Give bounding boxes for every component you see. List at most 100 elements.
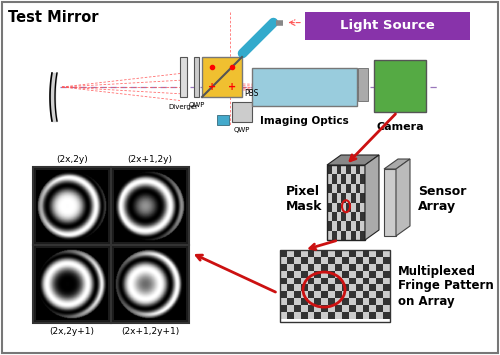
FancyBboxPatch shape: [335, 250, 342, 257]
FancyBboxPatch shape: [376, 284, 383, 291]
FancyBboxPatch shape: [332, 202, 336, 212]
FancyBboxPatch shape: [335, 312, 342, 319]
FancyBboxPatch shape: [383, 312, 390, 319]
FancyBboxPatch shape: [327, 165, 332, 174]
Text: QWP: QWP: [234, 127, 250, 133]
FancyBboxPatch shape: [336, 165, 341, 174]
FancyBboxPatch shape: [300, 298, 308, 305]
FancyBboxPatch shape: [308, 312, 314, 319]
FancyBboxPatch shape: [280, 298, 287, 305]
FancyBboxPatch shape: [321, 284, 328, 291]
FancyBboxPatch shape: [314, 305, 321, 312]
FancyBboxPatch shape: [294, 264, 300, 271]
FancyBboxPatch shape: [370, 291, 376, 298]
FancyBboxPatch shape: [280, 291, 287, 298]
Text: (2x,2y): (2x,2y): [56, 155, 88, 164]
FancyBboxPatch shape: [356, 264, 362, 271]
FancyBboxPatch shape: [294, 312, 300, 319]
FancyBboxPatch shape: [383, 298, 390, 305]
FancyBboxPatch shape: [384, 169, 396, 236]
FancyBboxPatch shape: [280, 312, 287, 319]
FancyBboxPatch shape: [328, 250, 335, 257]
FancyBboxPatch shape: [194, 57, 199, 97]
FancyBboxPatch shape: [351, 193, 356, 202]
FancyBboxPatch shape: [321, 298, 328, 305]
FancyBboxPatch shape: [321, 291, 328, 298]
FancyBboxPatch shape: [232, 102, 252, 122]
FancyBboxPatch shape: [362, 250, 370, 257]
FancyBboxPatch shape: [376, 278, 383, 284]
FancyBboxPatch shape: [351, 165, 356, 174]
FancyBboxPatch shape: [356, 305, 362, 312]
FancyBboxPatch shape: [356, 271, 362, 278]
FancyBboxPatch shape: [294, 305, 300, 312]
FancyBboxPatch shape: [349, 250, 356, 257]
FancyBboxPatch shape: [370, 264, 376, 271]
Text: Test Mirror: Test Mirror: [8, 11, 98, 26]
FancyBboxPatch shape: [376, 250, 383, 257]
FancyBboxPatch shape: [346, 221, 351, 231]
FancyBboxPatch shape: [33, 167, 189, 323]
FancyBboxPatch shape: [362, 312, 370, 319]
FancyBboxPatch shape: [356, 257, 362, 264]
FancyBboxPatch shape: [314, 291, 321, 298]
Polygon shape: [365, 155, 379, 240]
FancyBboxPatch shape: [349, 278, 356, 284]
FancyBboxPatch shape: [356, 284, 362, 291]
FancyBboxPatch shape: [360, 193, 365, 202]
FancyBboxPatch shape: [342, 305, 349, 312]
FancyBboxPatch shape: [356, 250, 362, 257]
FancyBboxPatch shape: [346, 193, 351, 202]
FancyBboxPatch shape: [314, 257, 321, 264]
FancyBboxPatch shape: [360, 221, 365, 231]
FancyBboxPatch shape: [336, 184, 341, 193]
FancyBboxPatch shape: [252, 68, 357, 106]
FancyBboxPatch shape: [335, 264, 342, 271]
FancyBboxPatch shape: [287, 312, 294, 319]
FancyBboxPatch shape: [308, 298, 314, 305]
Polygon shape: [327, 155, 379, 165]
FancyBboxPatch shape: [341, 212, 346, 221]
FancyBboxPatch shape: [358, 68, 368, 101]
FancyBboxPatch shape: [341, 202, 346, 212]
FancyBboxPatch shape: [305, 12, 470, 40]
FancyBboxPatch shape: [321, 271, 328, 278]
Polygon shape: [396, 159, 410, 236]
FancyBboxPatch shape: [346, 165, 351, 174]
FancyBboxPatch shape: [335, 271, 342, 278]
FancyBboxPatch shape: [328, 312, 335, 319]
FancyBboxPatch shape: [360, 165, 365, 174]
FancyBboxPatch shape: [327, 202, 332, 212]
FancyBboxPatch shape: [287, 271, 294, 278]
FancyBboxPatch shape: [342, 291, 349, 298]
FancyBboxPatch shape: [294, 271, 300, 278]
FancyBboxPatch shape: [349, 291, 356, 298]
FancyBboxPatch shape: [280, 305, 287, 312]
FancyBboxPatch shape: [360, 184, 365, 193]
FancyBboxPatch shape: [327, 231, 332, 240]
FancyBboxPatch shape: [342, 298, 349, 305]
FancyBboxPatch shape: [308, 250, 314, 257]
FancyBboxPatch shape: [294, 250, 300, 257]
FancyBboxPatch shape: [351, 212, 356, 221]
FancyBboxPatch shape: [280, 264, 287, 271]
FancyBboxPatch shape: [346, 174, 351, 184]
FancyBboxPatch shape: [294, 291, 300, 298]
FancyBboxPatch shape: [370, 298, 376, 305]
Text: QWP: QWP: [188, 102, 204, 108]
FancyBboxPatch shape: [300, 284, 308, 291]
FancyBboxPatch shape: [383, 284, 390, 291]
FancyBboxPatch shape: [287, 278, 294, 284]
FancyBboxPatch shape: [383, 291, 390, 298]
Text: +: +: [208, 82, 216, 92]
FancyBboxPatch shape: [280, 278, 287, 284]
FancyBboxPatch shape: [308, 278, 314, 284]
FancyBboxPatch shape: [308, 271, 314, 278]
FancyBboxPatch shape: [383, 305, 390, 312]
FancyBboxPatch shape: [376, 291, 383, 298]
FancyBboxPatch shape: [332, 174, 336, 184]
FancyBboxPatch shape: [376, 298, 383, 305]
FancyBboxPatch shape: [328, 305, 335, 312]
FancyBboxPatch shape: [314, 298, 321, 305]
FancyBboxPatch shape: [280, 257, 287, 264]
